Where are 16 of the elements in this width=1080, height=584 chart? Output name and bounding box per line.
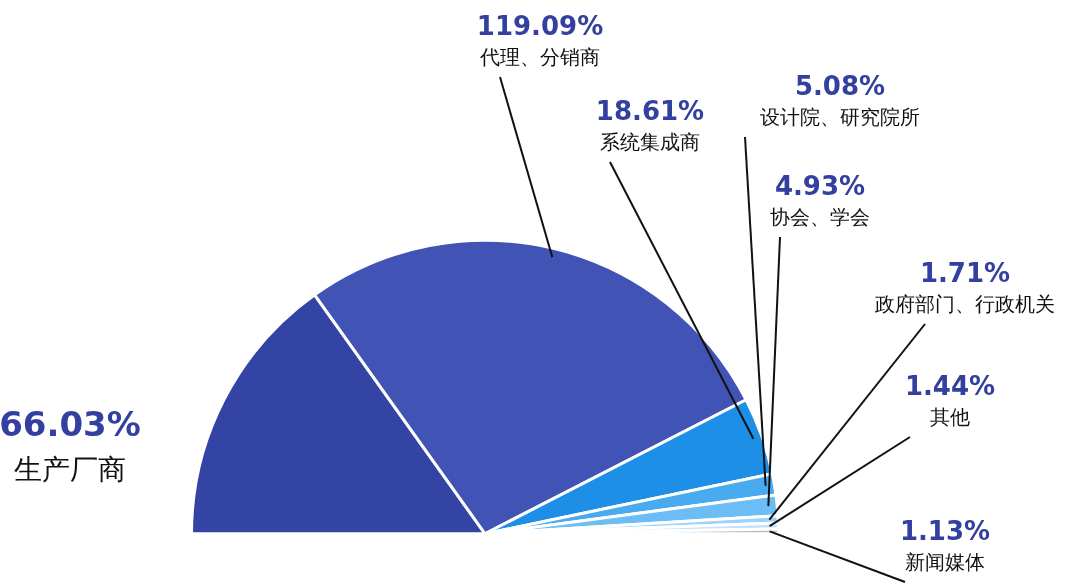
data-label: 4.93% [774, 170, 866, 201]
slice-label: 新闻媒体 [905, 550, 985, 575]
slice-label: 政府部门、行政机关 [875, 292, 1055, 317]
slice-label: 代理、分销商 [479, 45, 600, 70]
data-label: 1.13% [899, 515, 991, 546]
slice-label: 其他 [930, 405, 970, 430]
slice-label: 设计院、研究院所 [760, 105, 920, 130]
slice-label: 生产厂商 [14, 453, 126, 487]
data-label: 1.71% [919, 257, 1011, 288]
data-label: 119.09% [476, 10, 604, 41]
data-label: 66.03% [0, 403, 141, 444]
slice-label: 协会、学会 [770, 205, 870, 230]
data-label: 18.61% [595, 95, 705, 126]
data-label: 5.08% [794, 70, 886, 101]
slice-label: 系统集成商 [600, 130, 700, 155]
data-label: 1.44% [904, 370, 996, 401]
